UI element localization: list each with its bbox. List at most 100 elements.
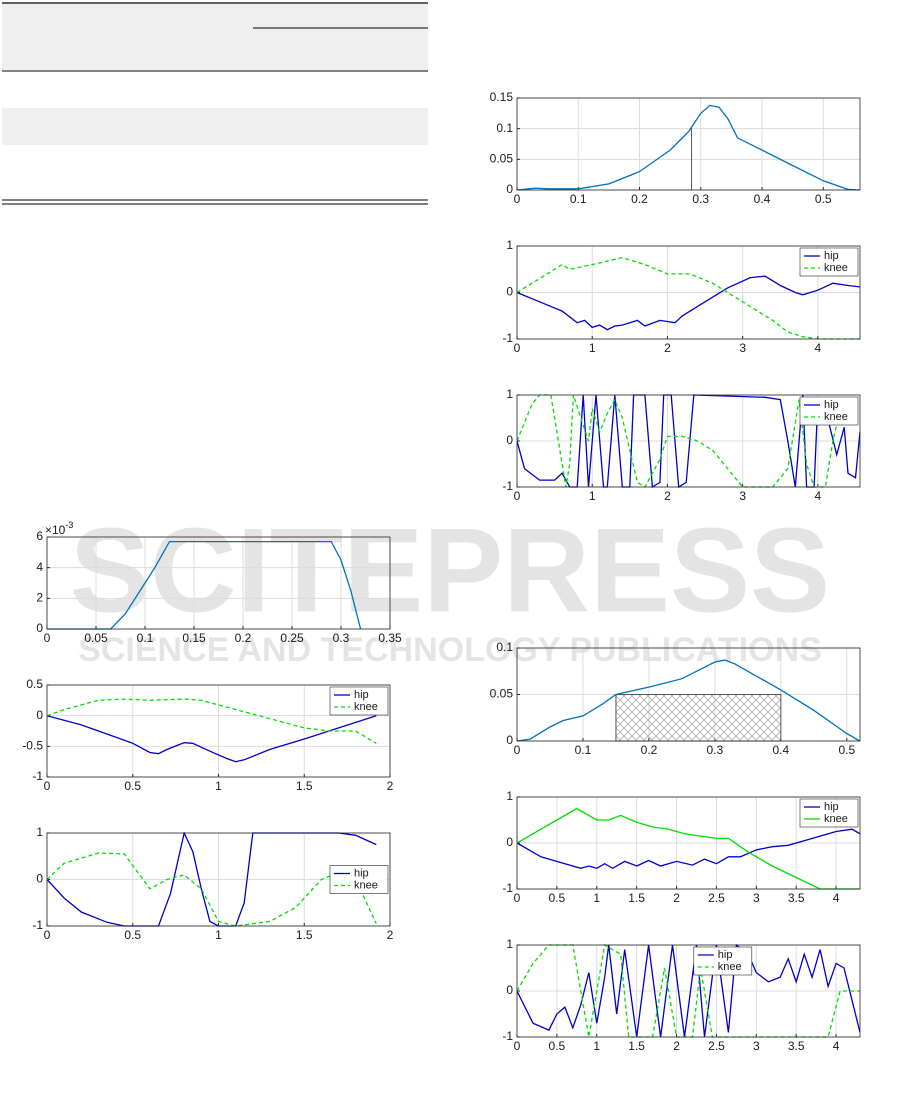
- x-tick-label: 0.5: [549, 1039, 566, 1053]
- x-tick-label: 3: [739, 489, 746, 503]
- legend-label: knee: [824, 813, 848, 825]
- x-tick-label: 0.2: [235, 631, 252, 645]
- y-tick-label: 0.15: [490, 90, 514, 104]
- plot: 0 0.1 0.2 0.3 0.4 0.5 0 0.05 0.1: [490, 640, 861, 757]
- x-tick-label: 1.5: [296, 779, 313, 793]
- series-line: [47, 698, 377, 744]
- y-tick-label: 0: [506, 733, 513, 747]
- plot: 0 0.1 0.2 0.3 0.4 0.5 0 0.05 0.1 0.15: [490, 90, 861, 206]
- x-tick-label: 0.3: [333, 631, 350, 645]
- x-tick-label: 0.4: [773, 743, 790, 757]
- x-tick-label: 0.5: [549, 891, 566, 905]
- y-tick-label: 0.5: [26, 677, 43, 691]
- x-tick-label: 1: [589, 341, 596, 355]
- x-tick-label: 4: [833, 891, 840, 905]
- legend-label: hip: [718, 949, 733, 961]
- legend-label: knee: [824, 411, 848, 423]
- y-tick-label: 0.05: [490, 687, 514, 701]
- y-tick-label: 1: [506, 387, 513, 401]
- x-tick-label: 0.3: [692, 192, 709, 206]
- x-tick-label: 0.15: [182, 631, 206, 645]
- x-tick-label: 0: [514, 192, 521, 206]
- x-tick-label: 1.5: [628, 1039, 645, 1053]
- table-header-shade: [2, 4, 428, 70]
- y-tick-label: 4: [36, 560, 43, 574]
- x-tick-label: 0.25: [280, 631, 304, 645]
- x-tick-label: 0.05: [84, 631, 108, 645]
- x-tick-label: 2: [387, 928, 394, 942]
- x-tick-label: 4: [815, 489, 822, 503]
- y-tick-label: -1: [32, 918, 43, 932]
- x-tick-label: 2.5: [708, 1039, 725, 1053]
- y-tick-label: 0: [36, 708, 43, 722]
- legend-box: [329, 865, 389, 894]
- y-tick-label: 0.1: [496, 640, 513, 654]
- y-tick-label: 0: [506, 983, 513, 997]
- x-tick-label: 3.5: [788, 1039, 805, 1053]
- series-line: [517, 807, 860, 890]
- x-tick-label: 2: [664, 489, 671, 503]
- x-tick-label: 0.1: [575, 743, 592, 757]
- x-tick-label: 3: [739, 341, 746, 355]
- x-tick-label: 0.5: [815, 192, 832, 206]
- y-tick-label: 0: [36, 621, 43, 635]
- legend-label: hip: [824, 399, 839, 411]
- y-tick-label: 0: [36, 872, 43, 886]
- legend-label: hip: [354, 689, 369, 701]
- x-tick-label: 0: [44, 928, 51, 942]
- legend-box: [799, 798, 859, 828]
- axes-frame: [516, 394, 861, 488]
- y-tick-label: -1: [502, 1029, 513, 1043]
- y-multiplier: ×10-3: [45, 520, 73, 537]
- x-tick-label: 0: [514, 341, 521, 355]
- axes-frame: [516, 245, 861, 340]
- x-tick-label: 0.1: [570, 192, 587, 206]
- x-tick-label: 0.5: [124, 928, 141, 942]
- x-tick-label: 1: [215, 779, 222, 793]
- x-tick-label: 4: [833, 1039, 840, 1053]
- x-tick-label: 0: [514, 891, 521, 905]
- x-tick-label: 0: [514, 743, 521, 757]
- series-line: [517, 275, 860, 331]
- legend-box: [693, 946, 753, 976]
- series-line: [517, 104, 860, 191]
- y-tick-label: 0: [506, 182, 513, 196]
- hatched-region: [615, 694, 782, 742]
- x-tick-label: 1.5: [296, 928, 313, 942]
- y-tick-label: -1: [502, 331, 513, 345]
- y-tick-label: -0.5: [22, 739, 43, 753]
- x-tick-label: 0.2: [631, 192, 648, 206]
- y-tick-label: 0: [506, 285, 513, 299]
- y-tick-label: 6: [36, 529, 43, 543]
- legend-box: [799, 396, 859, 426]
- y-tick-label: 1: [36, 825, 43, 839]
- x-tick-label: 4: [815, 341, 822, 355]
- legend-box: [799, 247, 859, 277]
- axes-frame: [516, 647, 861, 742]
- axes-frame: [46, 684, 391, 778]
- axes-frame: [46, 832, 391, 927]
- series-line: [517, 256, 860, 340]
- x-tick-label: 2: [673, 891, 680, 905]
- x-tick-label: 0: [514, 1039, 521, 1053]
- watermark-subtitle: SCIENCE AND TECHNOLOGY PUBLICATIONS: [78, 631, 822, 669]
- series-line: [47, 852, 377, 927]
- x-tick-label: 0: [44, 631, 51, 645]
- y-tick-label: 1: [506, 937, 513, 951]
- series-line: [47, 715, 377, 763]
- legend-box: [329, 686, 389, 716]
- x-tick-label: 0.4: [754, 192, 771, 206]
- x-tick-label: 0: [514, 489, 521, 503]
- axes-frame: [516, 944, 861, 1038]
- y-tick-label: 0.1: [496, 121, 513, 135]
- x-tick-label: 0: [44, 779, 51, 793]
- legend-label: knee: [718, 961, 742, 973]
